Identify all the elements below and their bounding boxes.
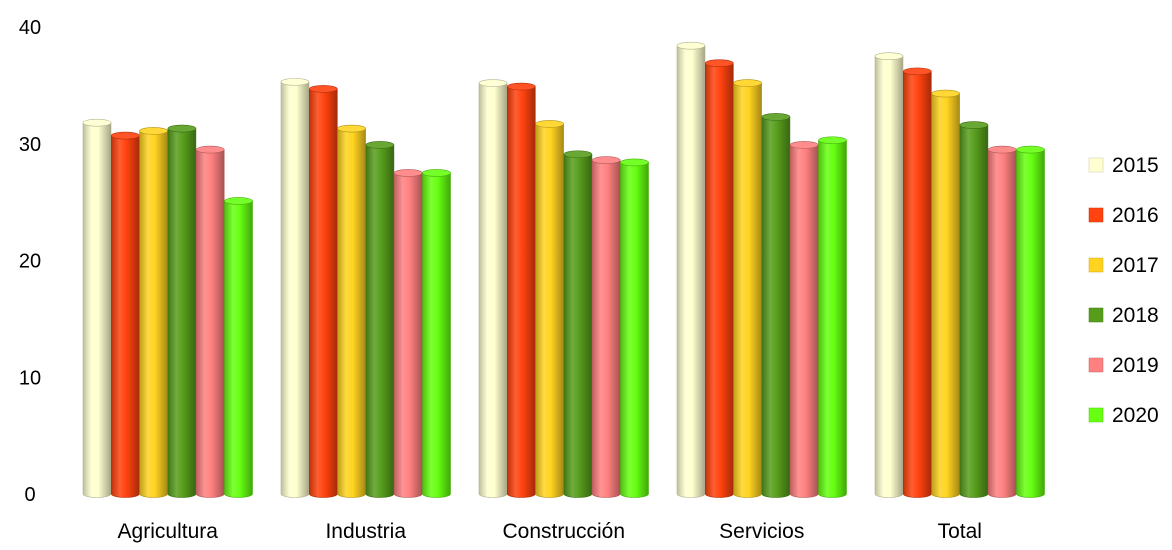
bar-group	[874, 52, 1045, 498]
bar	[111, 131, 140, 498]
legend-item: 2016	[1088, 204, 1159, 227]
legend-item: 2018	[1088, 304, 1159, 327]
x-tick-label: Servicios	[719, 520, 804, 543]
bars	[82, 41, 1045, 498]
bar	[82, 118, 112, 498]
legend-label: 2017	[1112, 254, 1159, 277]
bar-group	[280, 78, 451, 498]
bar	[478, 79, 508, 498]
bar-group	[82, 118, 253, 498]
bar	[308, 85, 338, 498]
bar	[195, 145, 225, 498]
bar	[874, 52, 904, 498]
x-tick-label: Industria	[325, 520, 406, 543]
bar	[422, 169, 451, 498]
y-tick-label: 20	[19, 251, 41, 273]
x-tick-label: Construcción	[502, 520, 625, 543]
bar	[931, 89, 960, 498]
bar	[337, 124, 366, 498]
bar-group	[478, 79, 649, 498]
bar	[676, 41, 706, 498]
bar	[591, 156, 621, 498]
bar-group	[676, 41, 847, 498]
y-tick-label: 0	[24, 484, 35, 506]
bar	[280, 78, 310, 498]
y-tick-label: 30	[19, 134, 41, 156]
legend-swatch	[1088, 257, 1104, 273]
y-axis: 0 10 20 30 40	[19, 17, 41, 506]
bar	[761, 113, 791, 498]
legend-swatch	[1088, 307, 1104, 323]
bar	[789, 141, 819, 498]
legend-item: 2015	[1088, 154, 1159, 177]
legend-item: 2020	[1088, 404, 1159, 427]
legend: 2015 2016 2017 2018 2019 2020	[1088, 154, 1159, 427]
bar	[365, 141, 395, 498]
legend-swatch	[1088, 157, 1104, 173]
legend-label: 2016	[1112, 204, 1159, 227]
legend-swatch	[1088, 407, 1104, 423]
x-tick-label: Total	[938, 520, 982, 543]
legend-label: 2018	[1112, 304, 1159, 327]
bar	[139, 127, 168, 498]
bar	[987, 145, 1017, 498]
bar	[393, 169, 423, 498]
bar	[224, 197, 253, 498]
y-tick-label: 40	[19, 17, 41, 39]
bar	[1016, 145, 1045, 498]
legend-label: 2020	[1112, 404, 1159, 427]
legend-label: 2015	[1112, 154, 1159, 177]
bar	[704, 59, 734, 498]
legend-label: 2019	[1112, 354, 1159, 377]
x-tick-label: Agricultura	[118, 520, 219, 543]
bar	[506, 82, 536, 498]
bar	[733, 79, 762, 498]
legend-swatch	[1088, 357, 1104, 373]
bar	[959, 121, 989, 498]
legend-item: 2019	[1088, 354, 1159, 377]
bar	[535, 120, 564, 498]
bar	[620, 158, 649, 498]
x-axis: Agricultura Industria Construcción Servicio…	[118, 520, 982, 543]
bar	[563, 150, 593, 498]
bar	[902, 67, 932, 498]
bar	[818, 136, 847, 498]
legend-item: 2017	[1088, 254, 1159, 277]
legend-swatch	[1088, 207, 1104, 223]
bar	[167, 124, 197, 498]
y-tick-label: 10	[19, 367, 41, 389]
